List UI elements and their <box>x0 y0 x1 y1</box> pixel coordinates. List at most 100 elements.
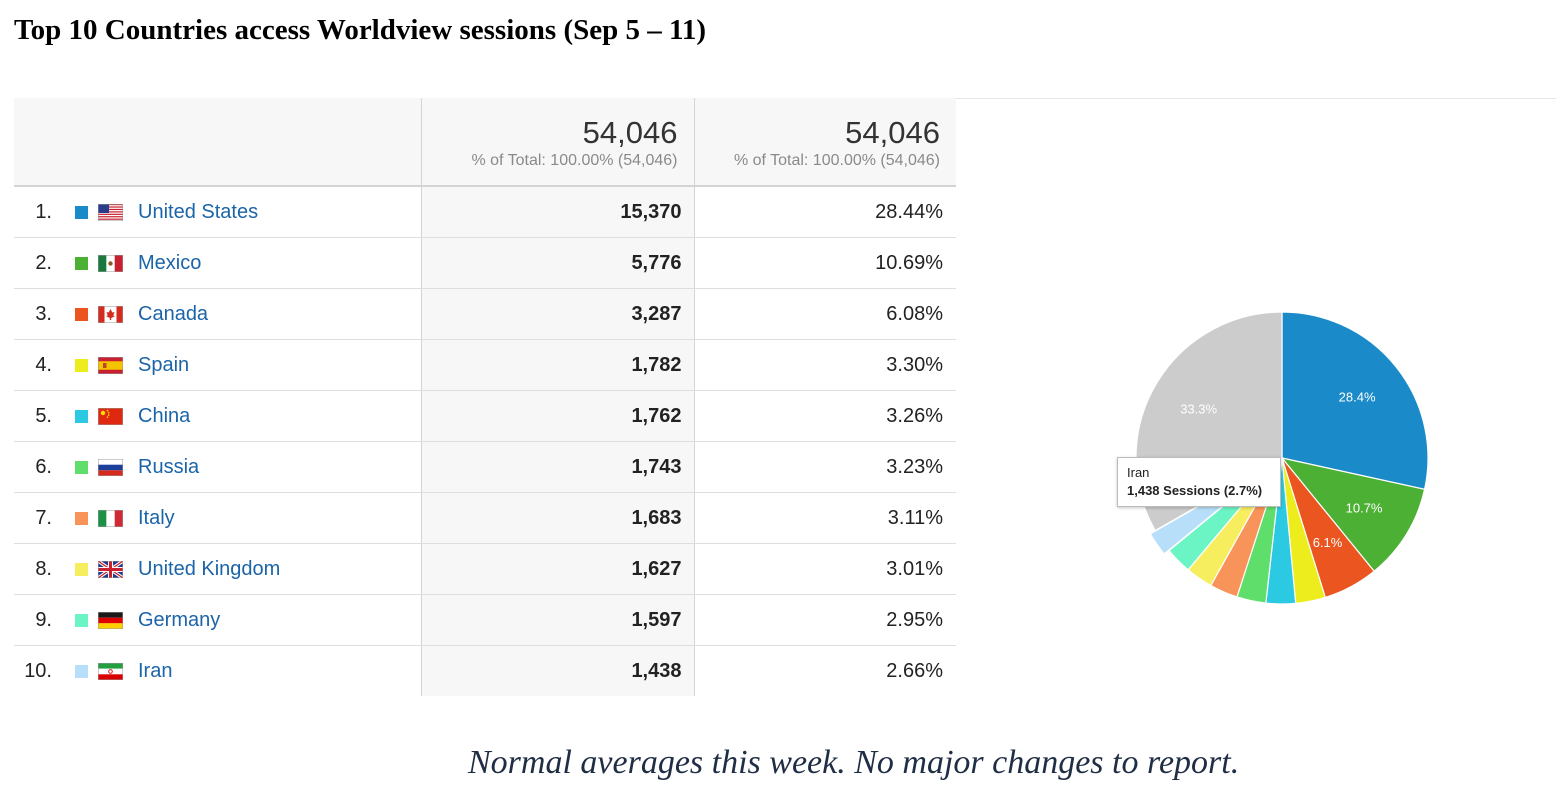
sessions-cell: 3,287 <box>420 288 694 340</box>
country-link[interactable]: China <box>138 404 191 427</box>
country-link[interactable]: Germany <box>138 608 221 631</box>
footer-note: Normal averages this week. No major chan… <box>468 744 1240 781</box>
table-row: 2. Mexico 5,776 10.69% <box>14 237 956 289</box>
percent-cell: 3.11% <box>693 492 956 544</box>
legend-swatch <box>75 613 88 627</box>
country-link[interactable]: Spain <box>138 353 190 376</box>
chart-tooltip: Iran 1,438 Sessions (2.7%) <box>1117 457 1281 507</box>
table-row: 1. United States 15,370 28.44% <box>14 186 956 238</box>
row-rank: 1. <box>35 200 52 223</box>
dimension-header <box>14 98 421 187</box>
data-table: 54,046 % of Total: 100.00% (54,046) 54,0… <box>14 98 956 696</box>
percent-cell: 2.66% <box>693 645 956 696</box>
slice-label: 6.1% <box>1313 535 1343 550</box>
table-row: 10. Iran 1,438 2.66% <box>14 645 956 697</box>
legend-swatch <box>75 307 88 321</box>
row-rank: 6. <box>35 455 52 478</box>
ru-flag-icon <box>98 458 123 476</box>
percent-cell: 3.23% <box>693 441 956 493</box>
it-flag-icon <box>98 509 123 527</box>
sessions-cell: 1,683 <box>420 492 694 544</box>
sessions-cell: 1,762 <box>420 390 694 442</box>
report-panel: 54,046 % of Total: 100.00% (54,046) 54,0… <box>14 98 1556 696</box>
sessions-total-subtitle: % of Total: 100.00% (54,046) <box>471 152 678 169</box>
table-row: 9. Germany 1,597 2.95% <box>14 594 956 646</box>
country-cell: 7. Italy <box>14 492 421 544</box>
row-rank: 4. <box>35 353 52 376</box>
percent-header: 54,046 % of Total: 100.00% (54,046) <box>693 98 956 187</box>
country-link[interactable]: United States <box>138 200 259 223</box>
tooltip-value: 1,438 Sessions (2.7%) <box>1127 483 1263 498</box>
de-flag-icon <box>98 611 123 629</box>
percent-cell: 3.01% <box>693 543 956 595</box>
legend-swatch <box>75 664 88 678</box>
country-cell: 4. Spain <box>14 339 421 391</box>
sessions-cell: 1,743 <box>420 441 694 493</box>
sessions-cell: 1,627 <box>420 543 694 595</box>
tooltip-country: Iran <box>1127 465 1150 480</box>
pie-slice-mexico[interactable] <box>1280 457 1426 573</box>
row-rank: 3. <box>35 302 52 325</box>
table-row: 7. Italy 1,683 3.11% <box>14 492 956 544</box>
table-row: 8. United Kingdom 1,627 3.01% <box>14 543 956 595</box>
es-flag-icon <box>98 356 123 374</box>
table-row: 5. China 1,762 3.26% <box>14 390 956 442</box>
sessions-header: 54,046 % of Total: 100.00% (54,046) <box>420 98 694 187</box>
ca-flag-icon <box>98 305 123 323</box>
country-cell: 10. Iran <box>14 646 421 697</box>
percent-cell: 28.44% <box>693 186 956 238</box>
country-cell: 6. Russia <box>14 441 421 493</box>
row-rank: 8. <box>35 557 52 580</box>
sessions-cell: 1,597 <box>420 594 694 646</box>
ir-flag-icon <box>98 662 123 680</box>
mx-flag-icon <box>98 254 123 272</box>
legend-swatch <box>75 256 88 270</box>
row-rank: 5. <box>35 404 52 427</box>
slice-label: 10.7% <box>1346 501 1383 516</box>
country-link[interactable]: United Kingdom <box>138 557 281 580</box>
legend-swatch <box>75 511 88 525</box>
row-rank: 2. <box>35 251 52 274</box>
table-row: 4. Spain 1,782 3.30% <box>14 339 956 391</box>
percent-total: 54,046 <box>845 115 940 150</box>
legend-swatch <box>75 562 88 576</box>
us-flag-icon <box>98 203 123 221</box>
country-link[interactable]: Russia <box>138 455 200 478</box>
sessions-total: 54,046 <box>582 115 678 150</box>
legend-swatch <box>75 409 88 423</box>
sessions-cell: 5,776 <box>420 237 694 289</box>
country-link[interactable]: Canada <box>138 302 209 325</box>
sessions-cell: 1,782 <box>420 339 694 391</box>
pie-slice-united-states[interactable] <box>1281 311 1429 491</box>
percent-total-subtitle: % of Total: 100.00% (54,046) <box>733 152 940 169</box>
percent-cell: 10.69% <box>693 237 956 289</box>
country-cell: 9. Germany <box>14 594 421 646</box>
country-link[interactable]: Iran <box>138 659 173 682</box>
row-rank: 9. <box>35 608 52 631</box>
row-rank: 7. <box>35 506 52 529</box>
sessions-cell: 1,438 <box>420 645 694 696</box>
legend-swatch <box>75 205 88 219</box>
country-cell: 5. China <box>14 390 421 442</box>
sessions-cell: 15,370 <box>420 186 694 238</box>
table-row: 3. Canada 3,287 6.08% <box>14 288 956 340</box>
slice-label: 28.4% <box>1339 390 1376 405</box>
slice-label: 33.3% <box>1180 402 1217 417</box>
country-cell: 1. United States <box>14 186 421 238</box>
percent-cell: 2.95% <box>693 594 956 646</box>
cn-flag-icon <box>98 407 123 425</box>
percent-cell: 6.08% <box>693 288 956 340</box>
table-row: 6. Russia 1,743 3.23% <box>14 441 956 493</box>
table-header: 54,046 % of Total: 100.00% (54,046) 54,0… <box>14 98 956 187</box>
country-cell: 2. Mexico <box>14 237 421 289</box>
gb-flag-icon <box>98 560 123 578</box>
legend-swatch <box>75 460 88 474</box>
country-cell: 8. United Kingdom <box>14 543 421 595</box>
percent-cell: 3.30% <box>693 339 956 391</box>
country-cell: 3. Canada <box>14 288 421 340</box>
country-link[interactable]: Mexico <box>138 251 202 274</box>
percent-cell: 3.26% <box>693 390 956 442</box>
country-link[interactable]: Italy <box>138 506 175 529</box>
legend-swatch <box>75 358 88 372</box>
page-title: Top 10 Countries access Worldview sessio… <box>14 14 707 46</box>
